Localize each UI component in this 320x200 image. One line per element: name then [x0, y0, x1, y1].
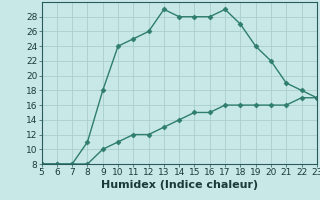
X-axis label: Humidex (Indice chaleur): Humidex (Indice chaleur) — [100, 180, 258, 190]
